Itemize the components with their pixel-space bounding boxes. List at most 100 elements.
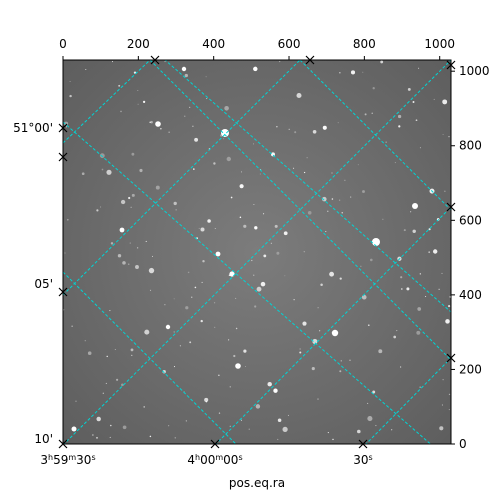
star (442, 379, 444, 381)
sky-background (63, 60, 451, 444)
bright-star (215, 251, 221, 257)
star (192, 125, 194, 127)
star (179, 345, 181, 347)
star (101, 168, 104, 171)
star (243, 349, 247, 353)
star (223, 138, 225, 140)
right-tick-label: 0 (459, 437, 467, 451)
star (213, 302, 216, 304)
star (128, 196, 131, 200)
star (149, 121, 151, 123)
star (273, 388, 278, 393)
star (267, 381, 272, 387)
star (284, 275, 286, 277)
star (418, 67, 420, 69)
bright-star (71, 426, 77, 432)
top-tick-label: 600 (278, 37, 301, 51)
star (398, 125, 401, 128)
star (168, 131, 170, 133)
star (349, 359, 351, 361)
star (121, 383, 124, 387)
star (338, 199, 341, 201)
star (224, 106, 229, 111)
grid-line (63, 121, 432, 444)
star (371, 112, 373, 114)
star (248, 428, 250, 430)
star (218, 412, 221, 414)
star (396, 330, 398, 332)
right-tick-label: 600 (459, 213, 482, 227)
star (102, 392, 104, 394)
grid-line (63, 60, 301, 296)
star (444, 190, 446, 192)
star (214, 326, 216, 329)
star (419, 147, 421, 149)
star (372, 390, 376, 394)
star (448, 305, 451, 308)
star (299, 348, 301, 350)
star (369, 258, 373, 262)
star (243, 224, 247, 228)
star (433, 249, 438, 254)
star (448, 409, 450, 411)
world-tick-mark (446, 353, 456, 363)
top-tick-label: 400 (202, 37, 225, 51)
star (327, 432, 329, 434)
world-tick-mark (358, 439, 368, 449)
star (327, 210, 329, 212)
star (109, 310, 111, 312)
star (214, 227, 216, 230)
star (149, 289, 152, 291)
star (129, 242, 131, 244)
star (112, 61, 113, 63)
star (416, 330, 421, 335)
star (109, 436, 111, 438)
dec-tick-label-2: 05' (34, 277, 53, 291)
ra-tick-label-3: 30s (353, 453, 372, 468)
star (357, 429, 361, 434)
star (320, 283, 323, 286)
star (201, 281, 203, 283)
star (441, 404, 443, 406)
world-tick-mark (446, 60, 456, 70)
star (306, 157, 308, 159)
star (341, 212, 343, 214)
bright-star (181, 66, 187, 72)
world-tick-mark (58, 152, 68, 162)
right-tick-label: 800 (459, 139, 482, 153)
world-tick-mark (58, 439, 68, 449)
star (357, 164, 359, 166)
star (350, 70, 356, 75)
star (293, 167, 295, 169)
star (293, 299, 295, 301)
bright-star (412, 203, 418, 209)
star (66, 218, 69, 221)
star (380, 60, 384, 64)
star (131, 354, 133, 357)
world-tick-mark (150, 55, 160, 65)
star (296, 92, 302, 99)
star (137, 247, 139, 249)
star (173, 201, 177, 206)
star (191, 296, 193, 298)
star (150, 120, 153, 124)
star (302, 321, 307, 326)
star (205, 401, 208, 403)
star (148, 267, 155, 274)
star (317, 398, 319, 400)
star (64, 252, 66, 254)
top-pixel-axis: 0 200 400 600 800 1000 (59, 37, 455, 60)
star (194, 286, 197, 289)
star (204, 397, 209, 402)
world-tick-mark (305, 55, 315, 65)
right-tick-label: 200 (459, 362, 482, 376)
star (407, 87, 411, 91)
bright-star (155, 121, 161, 127)
star (322, 196, 327, 202)
star (263, 213, 265, 215)
star (185, 306, 189, 310)
star (75, 400, 77, 402)
star (240, 419, 243, 421)
star (168, 425, 170, 427)
